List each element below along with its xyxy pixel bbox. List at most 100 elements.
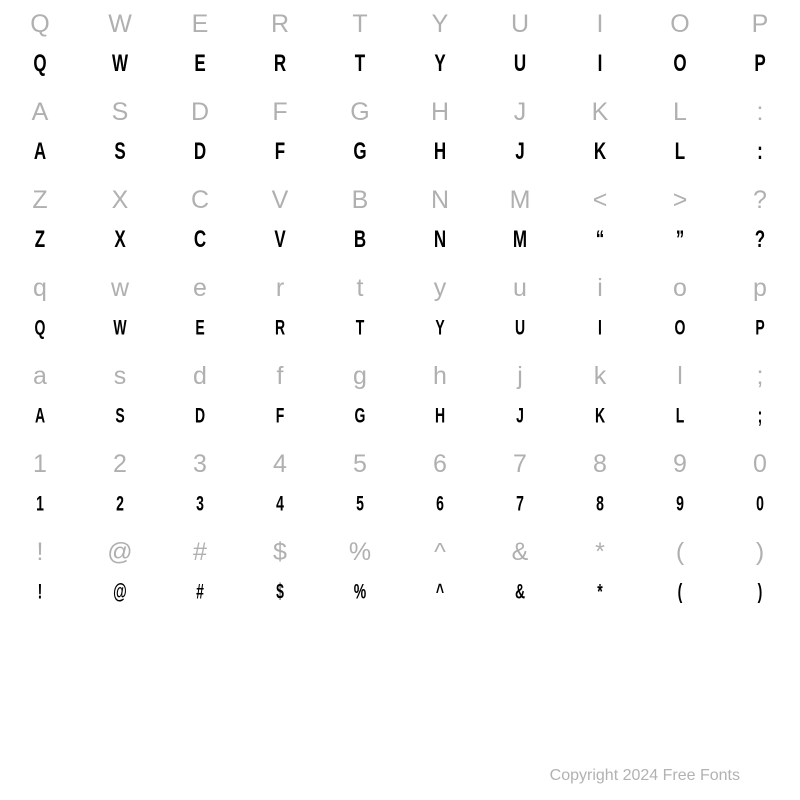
- glyph-cell: P: [720, 10, 800, 39]
- glyph: 7: [513, 450, 527, 479]
- row-spacer: [0, 172, 800, 180]
- glyph: P: [752, 10, 769, 39]
- glyph-cell: 8: [560, 495, 640, 513]
- glyph: ): [756, 538, 764, 567]
- glyph: d: [193, 362, 207, 391]
- glyph-cell: &: [480, 583, 560, 601]
- glyph: 4: [273, 450, 287, 479]
- glyph-cell: 6: [400, 450, 480, 479]
- glyph-cell: 1: [0, 450, 80, 479]
- glyph-cell: U: [480, 54, 560, 74]
- glyph: S: [112, 98, 129, 127]
- glyph: 5: [353, 450, 367, 479]
- glyph-cell: S: [80, 142, 160, 162]
- glyph: O: [670, 10, 689, 39]
- glyph-cell: @: [80, 538, 160, 567]
- glyph: G: [350, 98, 369, 127]
- glyph: #: [196, 579, 204, 603]
- row-spacer: [0, 260, 800, 268]
- glyph-cell: o: [640, 274, 720, 303]
- glyph: 8: [593, 450, 607, 479]
- glyph-cell: i: [560, 274, 640, 303]
- row-spacer: [0, 436, 800, 444]
- glyph-cell: ;: [720, 407, 800, 425]
- glyph-cell: Q: [0, 319, 80, 337]
- glyph-cell: F: [240, 142, 320, 162]
- glyph: 4: [276, 491, 284, 515]
- glyph-cell: O: [640, 54, 720, 74]
- glyph: Z: [35, 226, 45, 254]
- glyph-cell: P: [720, 54, 800, 74]
- glyph-cell: ^: [400, 538, 480, 567]
- glyph: E: [195, 315, 204, 339]
- glyph: W: [112, 50, 128, 78]
- glyph-cell: H: [400, 142, 480, 162]
- glyph-cell: h: [400, 362, 480, 391]
- glyph: 1: [36, 491, 44, 515]
- glyph-cell: s: [80, 362, 160, 391]
- row-spacer: [0, 612, 800, 620]
- glyph: V: [274, 226, 285, 254]
- glyph-cell: G: [320, 142, 400, 162]
- row-spacer: [0, 524, 800, 532]
- glyph-grid: QWERTYUIOPQWERTYUIOPASDFGHJKL:ASDFGHJKL:…: [0, 0, 800, 620]
- glyph-cell: J: [480, 98, 560, 127]
- glyph: M: [510, 186, 531, 215]
- glyph-cell: ?: [720, 230, 800, 250]
- glyph: U: [515, 315, 525, 339]
- glyph-cell: K: [560, 142, 640, 162]
- glyph: G: [353, 138, 366, 166]
- glyph: C: [191, 186, 209, 215]
- glyph-cell: J: [480, 407, 560, 425]
- glyph-row: ASDFGHJKL:: [0, 92, 800, 132]
- glyph-cell: :: [720, 142, 800, 162]
- glyph-cell: !: [0, 583, 80, 601]
- glyph: Q: [30, 10, 49, 39]
- glyph: 3: [196, 491, 204, 515]
- glyph: :: [757, 138, 763, 166]
- glyph-cell: <: [560, 186, 640, 215]
- glyph: T: [356, 315, 365, 339]
- glyph-cell: #: [160, 538, 240, 567]
- glyph-cell: Y: [400, 54, 480, 74]
- glyph-cell: 5: [320, 450, 400, 479]
- glyph: A: [34, 138, 46, 166]
- glyph-cell: f: [240, 362, 320, 391]
- glyph: !: [37, 538, 44, 567]
- glyph-cell: Q: [0, 54, 80, 74]
- row-spacer: [0, 348, 800, 356]
- glyph-cell: K: [560, 98, 640, 127]
- glyph: ;: [758, 403, 763, 427]
- glyph-cell: K: [560, 407, 640, 425]
- glyph: G: [355, 403, 366, 427]
- glyph-cell: F: [240, 407, 320, 425]
- glyph: ^: [434, 538, 446, 567]
- glyph: R: [274, 50, 286, 78]
- glyph-cell: 4: [240, 495, 320, 513]
- copyright-text: Copyright 2024 Free Fonts: [550, 767, 740, 785]
- glyph: J: [514, 98, 527, 127]
- glyph-cell: X: [80, 230, 160, 250]
- glyph: L: [676, 403, 685, 427]
- glyph-cell: 7: [480, 495, 560, 513]
- glyph-cell: t: [320, 274, 400, 303]
- glyph-cell: >: [640, 186, 720, 215]
- glyph: I: [598, 50, 603, 78]
- glyph-cell: V: [240, 186, 320, 215]
- glyph-cell: E: [160, 10, 240, 39]
- glyph: :: [757, 98, 764, 127]
- glyph: ?: [755, 226, 765, 254]
- glyph-cell: 0: [720, 495, 800, 513]
- glyph: W: [108, 10, 132, 39]
- glyph: t: [357, 274, 364, 303]
- glyph-cell: “: [560, 230, 640, 250]
- glyph-cell: ): [720, 583, 800, 601]
- glyph-cell: P: [720, 319, 800, 337]
- glyph-cell: %: [320, 538, 400, 567]
- glyph: ?: [753, 186, 767, 215]
- glyph-cell: $: [240, 538, 320, 567]
- glyph: $: [273, 538, 287, 567]
- glyph-cell: M: [480, 230, 560, 250]
- glyph-cell: ): [720, 538, 800, 567]
- glyph: K: [592, 98, 609, 127]
